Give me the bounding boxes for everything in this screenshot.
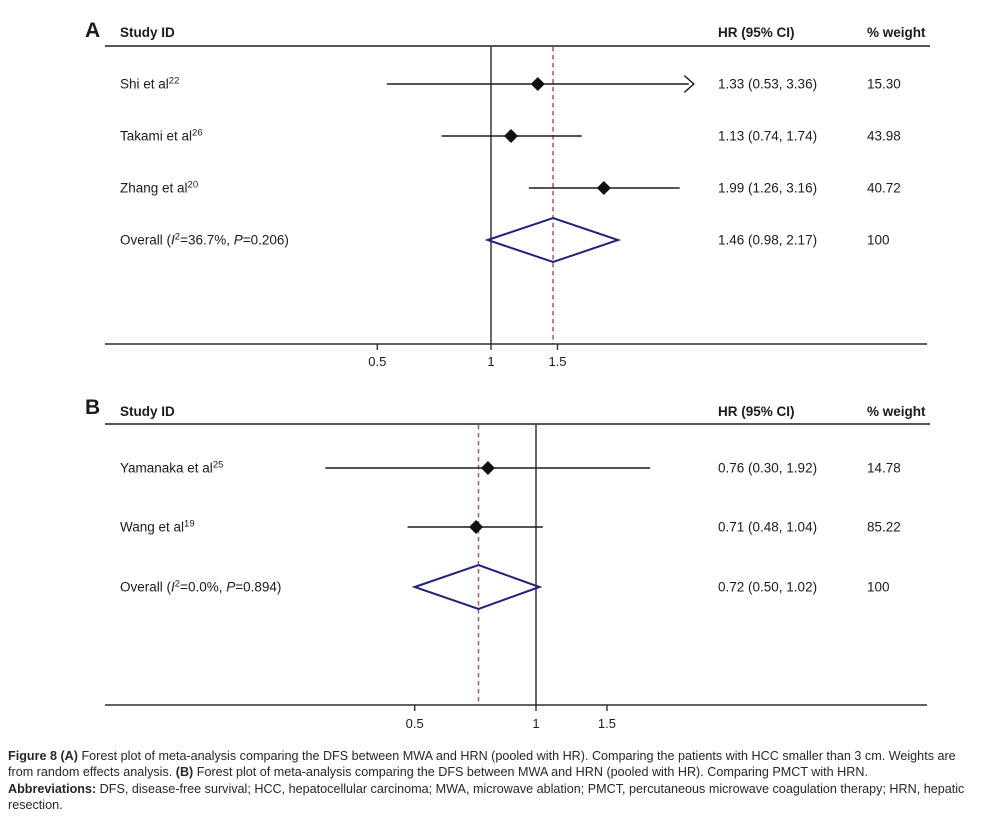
panel-label: B (85, 396, 100, 419)
study-label: Takami et al26 (120, 128, 203, 144)
hr-ci-value: 1.13 (0.74, 1.74) (718, 129, 817, 144)
hr-marker-diamond (530, 77, 545, 91)
hr-marker-diamond (596, 181, 611, 195)
panel-label: A (85, 19, 100, 42)
figure-caption: Figure 8 (A) Forest plot of meta-analysi… (8, 748, 1003, 813)
study-row: Takami et al26 1.13 (0.74, 1.74) 43.98 (120, 128, 901, 144)
study-label: Wang et al19 (120, 519, 195, 535)
study-row: Yamanaka et al25 0.76 (0.30, 1.92) 14.78 (120, 460, 901, 476)
hr-ci-value: 1.99 (1.26, 3.16) (718, 181, 817, 196)
caption-text: from random effects analysis. (8, 765, 176, 780)
overall-diamond (484, 216, 622, 264)
hr-ci-value: 0.76 (0.30, 1.92) (718, 461, 817, 476)
study-label: Shi et al22 (120, 76, 179, 92)
caption-bold-text: (B) (175, 765, 194, 780)
weight-value: 40.72 (867, 181, 901, 196)
column-header-hr: HR (95% CI) (718, 404, 795, 419)
hr-marker-diamond (480, 461, 495, 475)
caption-text: Forest plot of meta-analysis comparing t… (77, 749, 956, 763)
hr-marker-diamond (504, 129, 519, 143)
ci-arrow (684, 75, 695, 93)
study-label: Yamanaka et al25 (120, 460, 223, 476)
column-header-study-id: Study ID (120, 404, 175, 419)
overall-diamond (411, 563, 543, 611)
x-axis-tick-label: 1.5 (598, 716, 616, 731)
weight-value: 14.78 (867, 461, 901, 476)
overall-hr-ci-value: 0.72 (0.50, 1.02) (718, 580, 817, 595)
column-header-weight: % weight (867, 25, 926, 40)
hr-ci-value: 0.71 (0.48, 1.04) (718, 520, 817, 535)
column-header-study-id: Study ID (120, 25, 175, 40)
column-header-hr: HR (95% CI) (718, 25, 795, 40)
x-axis-tick-label: 1 (532, 716, 539, 731)
caption-text: DFS, disease-free survival; HCC, hepatoc… (96, 781, 965, 796)
hr-ci-value: 1.33 (0.53, 3.36) (718, 77, 817, 92)
caption-bold-text: Figure 8 (A) (8, 749, 78, 763)
x-axis-tick-label: 1 (487, 354, 494, 369)
study-label: Zhang et al20 (120, 180, 198, 196)
caption-bold-text: Abbreviations: (8, 781, 97, 796)
weight-value: 85.22 (867, 520, 901, 535)
caption-line: Figure 8 (A) Forest plot of meta-analysi… (8, 748, 1003, 764)
weight-value: 15.30 (867, 77, 901, 92)
overall-label: Overall (I2=0.0%, P=0.894) (120, 579, 281, 595)
overall-weight-value: 100 (867, 233, 890, 248)
caption-line: Abbreviations: DFS, disease-free surviva… (8, 781, 1003, 797)
hr-marker-diamond (469, 520, 484, 534)
study-row: Wang et al19 0.71 (0.48, 1.04) 85.22 (120, 519, 901, 535)
caption-text: resection. (8, 797, 63, 812)
x-axis-tick-label: 0.5 (368, 354, 386, 369)
x-axis-tick-label: 1.5 (548, 354, 566, 369)
weight-value: 43.98 (867, 129, 901, 144)
study-row: Zhang et al20 1.99 (1.26, 3.16) 40.72 (120, 180, 901, 196)
x-axis-tick-label: 0.5 (406, 716, 424, 731)
caption-text: Forest plot of meta-analysis comparing t… (193, 765, 868, 780)
overall-hr-ci-value: 1.46 (0.98, 2.17) (718, 233, 817, 248)
caption-line: resection. (8, 797, 1003, 813)
study-row: Shi et al22 1.33 (0.53, 3.36) 15.30 (120, 75, 901, 93)
caption-line: from random effects analysis. (B) Forest… (8, 764, 1003, 780)
column-header-weight: % weight (867, 404, 926, 419)
overall-weight-value: 100 (867, 580, 890, 595)
forest-plot-panel-b: B Study ID HR (95% CI) % weight Yamanaka et … (85, 396, 930, 731)
forest-plot-panel-a: A Study ID HR (95% CI) % weight Shi et al22 1… (85, 19, 930, 369)
overall-label: Overall (I2=36.7%, P=0.206) (120, 232, 289, 248)
